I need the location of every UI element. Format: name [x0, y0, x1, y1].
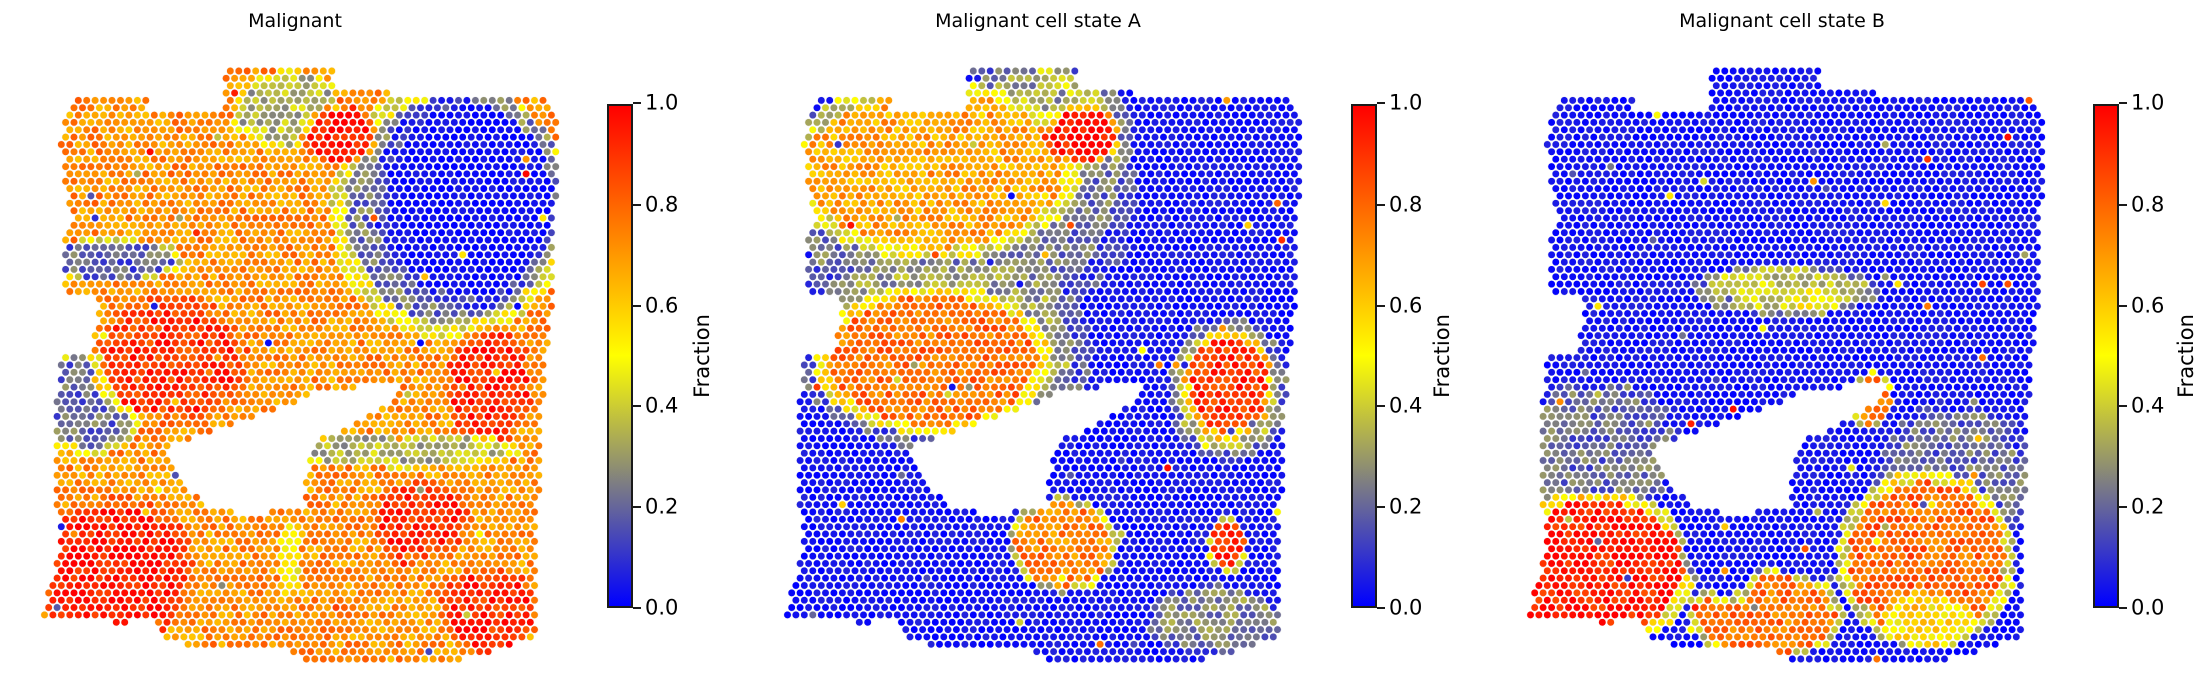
colorbar-tick-label: 0.0: [1389, 595, 1423, 620]
colorbar-tick: [1377, 607, 1385, 609]
colorbar-tick-label: 0.6: [2131, 293, 2165, 318]
colorbar-label: Fraction: [690, 314, 714, 398]
colorbar-tick: [2119, 203, 2127, 206]
colorbar-tick: [2119, 506, 2127, 509]
colorbar-tick-label: 0.8: [1389, 192, 1423, 217]
colorbar-tick-label: 0.4: [2131, 393, 2165, 418]
spot-map: [40, 67, 560, 663]
colorbar-tick: [1377, 506, 1385, 509]
colorbar-tick-label: 0.0: [645, 595, 679, 620]
colorbar-tick-label: 0.6: [1389, 293, 1423, 318]
colorbar-tick: [633, 506, 641, 509]
colorbar-tick: [2119, 102, 2127, 104]
colorbar-tick-label: 1.0: [645, 90, 679, 115]
colorbar-tick: [2119, 405, 2127, 408]
panel-malignant-cell-state-a: Malignant cell state A Fraction 0.0 0.2 0.…: [743, 0, 1486, 684]
colorbar-tick: [633, 203, 641, 206]
spot-map: [1526, 67, 2046, 663]
colorbar: [607, 104, 633, 608]
colorbar-tick-label: 0.4: [1389, 393, 1423, 418]
colorbar-tick: [1377, 304, 1385, 307]
colorbar-tick-label: 1.0: [2131, 90, 2165, 115]
colorbar-tick: [633, 304, 641, 307]
colorbar-tick-label: 0.8: [2131, 192, 2165, 217]
colorbar-tick-label: 0.2: [2131, 494, 2165, 519]
colorbar-tick: [1377, 203, 1385, 206]
panel-malignant-cell-state-b: Malignant cell state B Fraction 0.0 0.2 0.…: [1486, 0, 2210, 684]
panel-title: Malignant cell state A: [935, 10, 1141, 32]
colorbar-tick-label: 0.6: [645, 293, 679, 318]
colorbar-tick-label: 0.4: [645, 393, 679, 418]
colorbar-label: Fraction: [1430, 314, 1454, 398]
colorbar-tick-label: 0.2: [645, 494, 679, 519]
colorbar-tick: [1377, 102, 1385, 104]
colorbar-tick: [633, 405, 641, 408]
panel-malignant: Malignant Fraction 0.0 0.2 0.4 0.6 0.8 1.0: [0, 0, 743, 684]
colorbar-tick-label: 0.2: [1389, 494, 1423, 519]
colorbar-tick-label: 0.8: [645, 192, 679, 217]
colorbar-tick: [1377, 405, 1385, 408]
colorbar-label: Fraction: [2174, 314, 2198, 398]
colorbar-tick-label: 1.0: [1389, 90, 1423, 115]
colorbar-tick: [2119, 607, 2127, 609]
spot-map: [783, 67, 1303, 663]
colorbar: [1351, 104, 1377, 608]
colorbar-tick: [633, 102, 641, 104]
colorbar-tick-label: 0.0: [2131, 595, 2165, 620]
colorbar-tick: [633, 607, 641, 609]
panel-title: Malignant: [248, 10, 342, 32]
colorbar: [2093, 104, 2119, 608]
panel-title: Malignant cell state B: [1679, 10, 1885, 32]
colorbar-tick: [2119, 304, 2127, 307]
